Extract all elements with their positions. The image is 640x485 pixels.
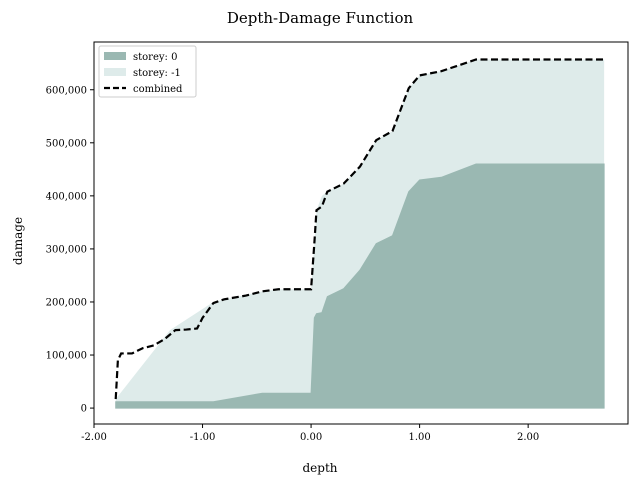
legend: storey: 0 storey: -1 combined xyxy=(98,45,197,98)
y-tick-label: 300,000 xyxy=(46,244,87,255)
x-axis: -2.00 -1.00 0.00 1.00 2.00 xyxy=(81,424,539,443)
y-axis-label: damage xyxy=(11,217,25,265)
legend-label: storey: 0 xyxy=(133,52,177,63)
y-tick-label: 500,000 xyxy=(46,138,87,149)
legend-label: combined xyxy=(133,84,183,95)
chart-title: Depth-Damage Function xyxy=(227,9,414,27)
y-axis: 0 100,000 200,000 300,000 400,000 500,000 600,… xyxy=(46,85,94,415)
area-storey-minus1 xyxy=(115,59,605,402)
x-tick-label: 0.00 xyxy=(300,432,322,443)
y-tick-label: 200,000 xyxy=(46,297,87,308)
legend-swatch-storey-0 xyxy=(104,52,126,60)
line-combined xyxy=(114,58,605,400)
x-tick-label: 1.00 xyxy=(408,432,430,443)
x-tick-label: -1.00 xyxy=(190,432,216,443)
x-tick-label: -2.00 xyxy=(81,432,107,443)
y-tick-label: 100,000 xyxy=(46,351,87,362)
y-tick-label: 400,000 xyxy=(46,191,87,202)
y-tick-label: 0 xyxy=(81,404,87,415)
area-storey-0 xyxy=(115,163,605,409)
x-axis-label: depth xyxy=(302,461,337,475)
y-tick-label: 600,000 xyxy=(46,85,87,96)
plot-frame xyxy=(93,41,629,425)
legend-swatch-storey-minus1 xyxy=(104,68,126,76)
legend-label: storey: -1 xyxy=(133,68,181,79)
x-tick-label: 2.00 xyxy=(517,432,539,443)
plot-area xyxy=(93,41,629,425)
